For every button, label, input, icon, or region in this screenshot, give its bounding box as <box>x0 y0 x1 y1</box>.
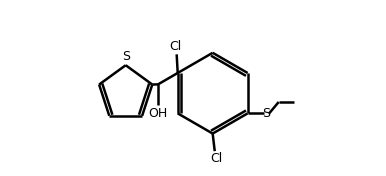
Text: S: S <box>122 50 130 63</box>
Text: OH: OH <box>148 107 168 120</box>
Text: Cl: Cl <box>169 40 182 53</box>
Text: S: S <box>262 107 270 120</box>
Text: Cl: Cl <box>211 152 223 165</box>
